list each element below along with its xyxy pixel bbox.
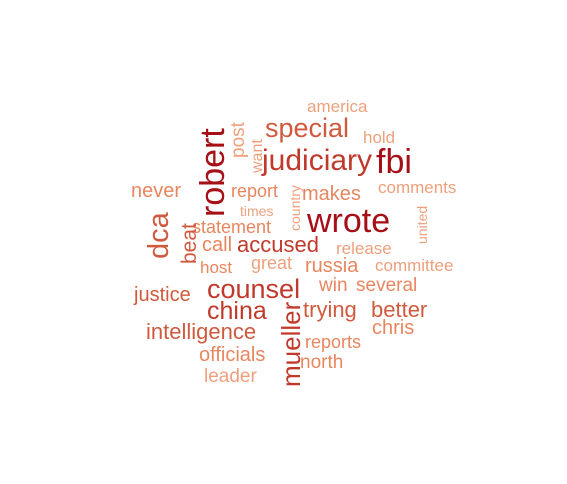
- word-never: never: [131, 180, 181, 202]
- word-china: china: [207, 297, 267, 325]
- word-officials: officials: [199, 344, 265, 366]
- word-win: win: [318, 275, 348, 296]
- word-country: country: [287, 185, 303, 231]
- word-north: north: [300, 352, 343, 373]
- word-counsel: counsel: [207, 274, 300, 304]
- word-russia: russia: [305, 255, 359, 277]
- word-release: release: [336, 239, 392, 258]
- word-hold: hold: [363, 128, 395, 147]
- word-reports: reports: [305, 332, 361, 352]
- word-accused: accused: [237, 232, 319, 257]
- word-chris: chris: [372, 317, 414, 339]
- word-times: times: [240, 203, 273, 219]
- word-america: america: [307, 97, 368, 116]
- word-mueller: mueller: [276, 301, 306, 387]
- word-statement: statement: [192, 217, 271, 237]
- word-wrote: wrote: [306, 202, 390, 240]
- word-several: several: [356, 275, 417, 296]
- word-report: report: [231, 181, 278, 201]
- word-special: special: [265, 113, 349, 143]
- word-justice: justice: [133, 284, 191, 306]
- word-beat: beat: [178, 223, 201, 264]
- word-judiciary: judiciary: [261, 144, 372, 177]
- word-fbi: fbi: [376, 143, 412, 181]
- word-committee: committee: [375, 256, 453, 275]
- word-better: better: [371, 297, 427, 322]
- word-leader: leader: [204, 366, 257, 387]
- word-makes: makes: [302, 183, 361, 205]
- word-trying: trying: [303, 297, 357, 322]
- word-post: post: [228, 121, 249, 158]
- word-intelligence: intelligence: [146, 319, 256, 344]
- word-great: great: [251, 253, 292, 273]
- word-robert: robert: [194, 128, 232, 217]
- word-want: want: [249, 139, 266, 174]
- word-comments: comments: [378, 178, 456, 197]
- word-united: united: [414, 206, 430, 244]
- word-dca: dca: [143, 211, 175, 259]
- word-host: host: [200, 258, 232, 277]
- word-call: call: [202, 234, 232, 256]
